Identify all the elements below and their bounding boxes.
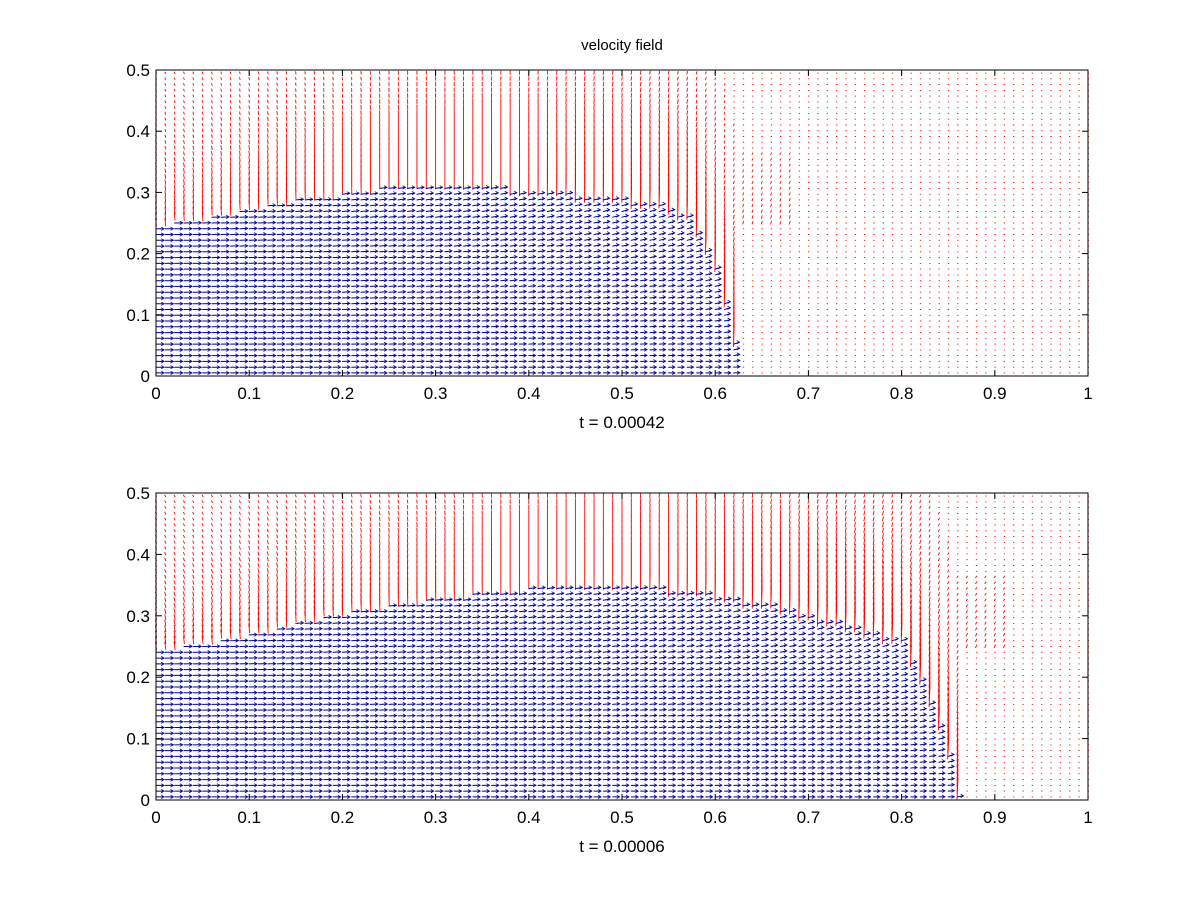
liquid-arrows (155, 185, 741, 375)
x-tick-label: 0.3 (424, 384, 448, 403)
liquid-arrow-shafts (155, 186, 741, 374)
x-tick-label: 0.1 (237, 384, 261, 403)
y-tick-label: 0.1 (126, 730, 150, 749)
x-tick-label: 1 (1083, 808, 1092, 827)
y-tick-label: 0 (141, 367, 150, 386)
x-tick-label: 1 (1083, 384, 1092, 403)
x-axis-label: t = 0.00006 (579, 837, 665, 856)
x-tick-label: 0.2 (331, 384, 355, 403)
liquid-arrow-shafts (155, 586, 964, 798)
y-tick-label: 0.2 (126, 245, 150, 264)
quiver-field-0 (155, 70, 1090, 375)
subplot-bottom: 0 0.1 0.2 0.3 0.4 0.5 0.6 0.7 0.8 0.9 1 0 0.1 0.2 0.3 0… (126, 484, 1092, 856)
x-tick-label: 0.7 (797, 384, 821, 403)
x-axis-label: t = 0.00042 (579, 413, 665, 432)
y-tick-label: 0.5 (126, 484, 150, 503)
x-tick-label: 0.5 (610, 808, 634, 827)
y-tick-label: 0.3 (126, 607, 150, 626)
y-tick-label: 0.2 (126, 668, 150, 687)
x-tick-label: 0.3 (424, 808, 448, 827)
figure-title: velocity field (581, 37, 663, 54)
liquid-arrow-heads (161, 585, 965, 799)
liquid-arrow-heads (161, 185, 741, 375)
y-tick-label: 0.5 (126, 61, 150, 80)
y-tick-label: 0 (141, 791, 150, 810)
x-tick-label: 0.4 (517, 384, 541, 403)
quiver-field-1 (155, 492, 1090, 800)
y-tick-label: 0.4 (126, 122, 150, 141)
liquid-arrows (155, 585, 965, 799)
y-tick-label: 0.3 (126, 183, 150, 202)
x-tick-label: 0.6 (703, 808, 727, 827)
x-tick-label: 0.2 (331, 808, 355, 827)
x-tick-label: 0 (151, 808, 160, 827)
y-tick-label: 0.1 (126, 306, 150, 325)
x-tick-label: 0.9 (983, 808, 1007, 827)
x-tick-label: 0.5 (610, 384, 634, 403)
subplot-top: 0 0.1 0.2 0.3 0.4 0.5 0.6 0.7 0.8 0.9 1 0 0.1 0.2 0.3 0… (126, 61, 1092, 432)
x-tick-label: 0.8 (890, 808, 914, 827)
x-tick-label: 0.9 (983, 384, 1007, 403)
x-tick-label: 0.4 (517, 808, 541, 827)
x-tick-label: 0.7 (797, 808, 821, 827)
x-tick-label: 0.1 (237, 808, 261, 827)
x-tick-label: 0.6 (703, 384, 727, 403)
x-tick-label: 0 (151, 384, 160, 403)
y-tick-label: 0.4 (126, 545, 150, 564)
x-tick-label: 0.8 (890, 384, 914, 403)
